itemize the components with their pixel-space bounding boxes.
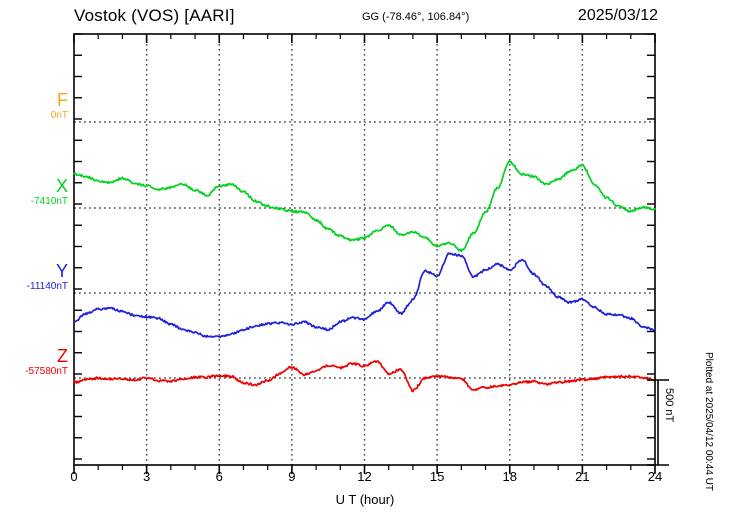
component-letter-f: F	[57, 90, 68, 110]
x-tick-label-15: 15	[429, 469, 445, 484]
component-letter-x: X	[55, 176, 68, 196]
component-baseline-z: -57580nT	[25, 366, 68, 377]
scale-bar-label: 500 nT	[663, 388, 675, 423]
station-title: Vostok (VOS) [AARI]	[74, 6, 235, 25]
x-axis-title: U T (hour)	[0, 492, 730, 507]
component-baseline-f: 0nT	[50, 110, 68, 121]
component-traces	[73, 160, 656, 393]
x-tick-label-6: 6	[215, 469, 223, 484]
scale-bar	[647, 379, 669, 466]
x-tick-label-24: 24	[647, 469, 663, 484]
x-axis-title-text: U T (hour)	[335, 492, 395, 507]
vertical-gridlines	[145, 34, 584, 465]
component-letter-z: Z	[57, 346, 68, 366]
component-baseline-x: -7410nT	[30, 196, 68, 207]
y-axis-ticks	[74, 33, 655, 460]
x-axis-ticks	[73, 34, 656, 474]
component-baseline-y: -11140nT	[26, 281, 68, 292]
x-tick-label-3: 3	[143, 469, 151, 484]
geographic-coordinates: GG (-78.46°, 106.84°)	[362, 11, 470, 23]
x-tick-label-9: 9	[288, 469, 296, 484]
x-tick-label-12: 12	[357, 469, 372, 484]
x-tick-label-18: 18	[502, 469, 517, 484]
observation-date: 2025/03/12	[577, 7, 658, 24]
horizontal-baseline-gridlines	[74, 121, 655, 379]
plot-timestamp: Plotted at 2025/04/12 00:44 UT	[703, 352, 714, 491]
x-tick-label-0: 0	[70, 469, 78, 484]
component-letter-y: Y	[55, 261, 68, 281]
x-tick-label-21: 21	[575, 469, 590, 484]
